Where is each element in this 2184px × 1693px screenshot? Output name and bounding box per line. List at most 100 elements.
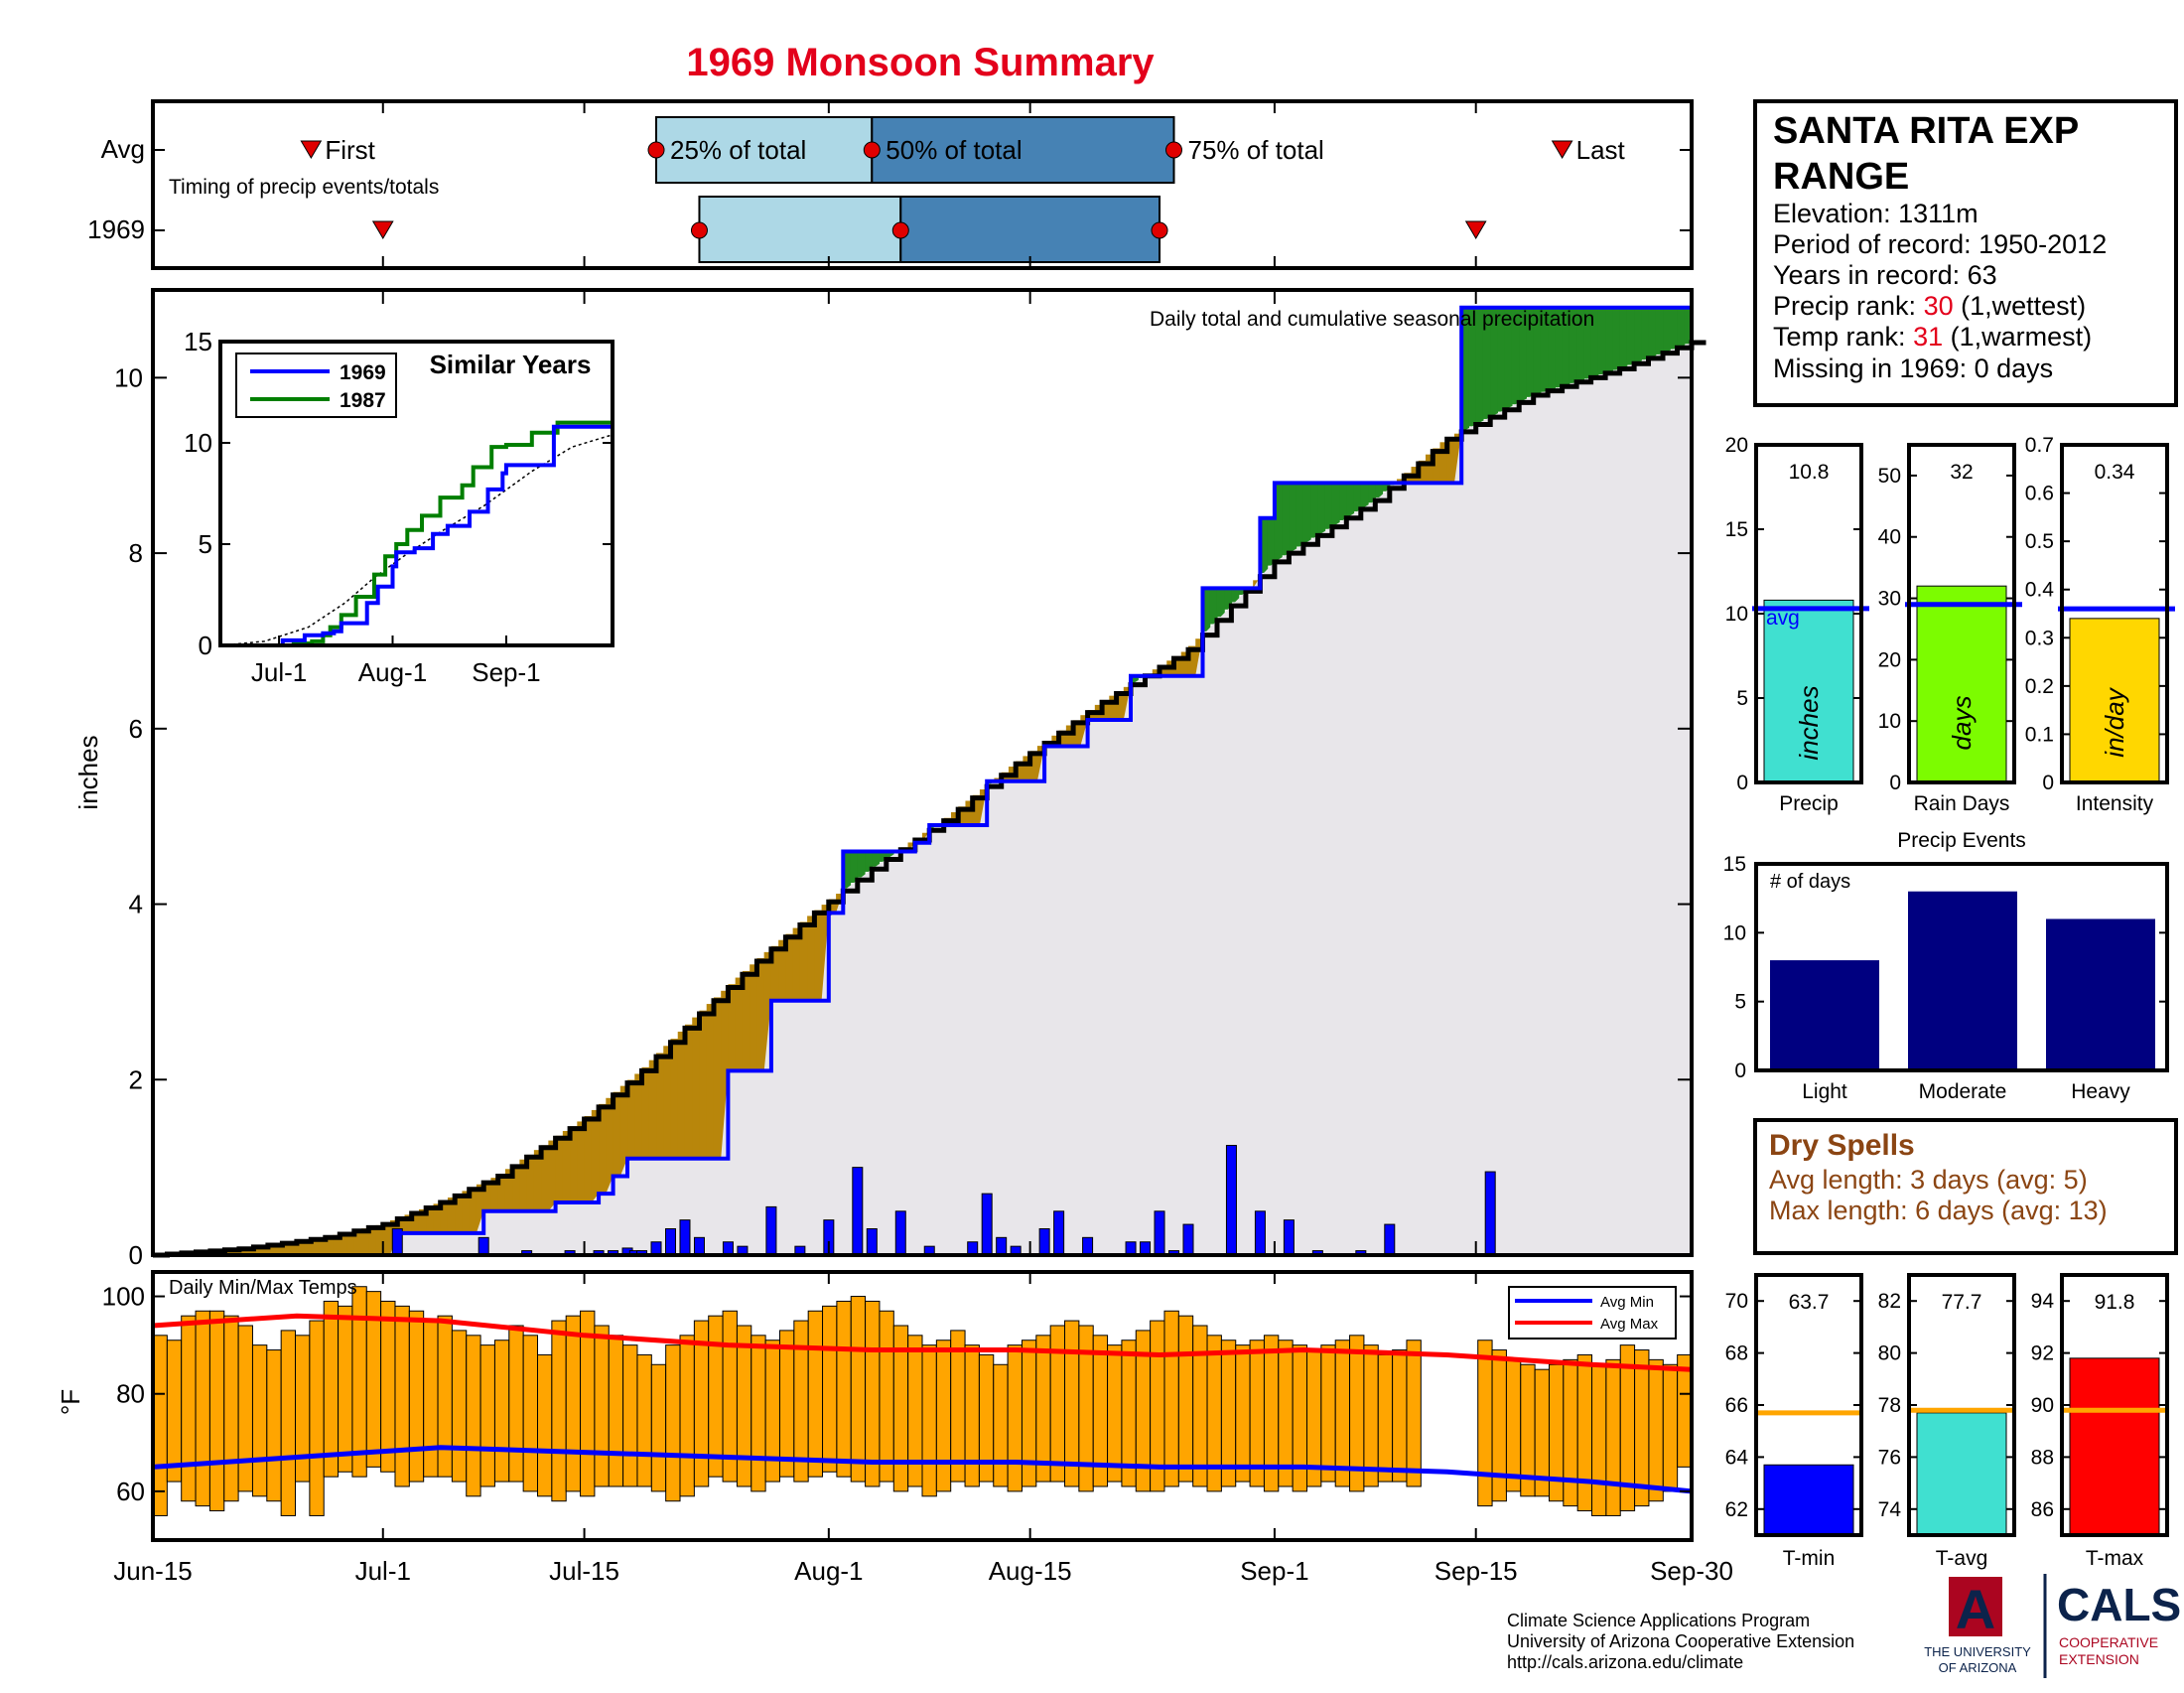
precip-rank-label: Precip rank: xyxy=(1773,291,1924,321)
cumulative-above-average-area xyxy=(1641,308,1649,360)
timing-label-first: First xyxy=(325,135,375,165)
timing-avg-q75-marker xyxy=(1166,142,1182,158)
inset-ytick-label: 15 xyxy=(184,327,212,356)
daily-temp-range-bar xyxy=(1108,1345,1122,1481)
daily-temp-range-bar xyxy=(1164,1311,1178,1486)
timing-avg-first-marker xyxy=(301,141,321,158)
season-ytick-label: 50 xyxy=(1878,465,1901,488)
station-name-line2: RANGE xyxy=(1773,156,1909,198)
timing-row-label-1969: 1969 xyxy=(87,214,145,244)
daily-temp-range-bar xyxy=(965,1345,979,1486)
daily-temp-range-bar xyxy=(823,1306,837,1472)
temp-summary-ytick-label: 64 xyxy=(1725,1446,1749,1469)
cals-logo-text: CALS xyxy=(2057,1579,2181,1630)
season-value-label-2: 0.34 xyxy=(2095,461,2135,484)
events-bar-light xyxy=(1770,960,1879,1070)
temp-summary-ytick-label: 88 xyxy=(2031,1446,2054,1469)
cumulative-below-average-area xyxy=(649,1060,657,1159)
cumulative-ytick-label: 6 xyxy=(129,714,143,744)
daily-precip-bar xyxy=(1284,1220,1294,1255)
ua-logo-text2: OF ARIZONA xyxy=(1939,1660,2017,1675)
cumulative-above-average-area xyxy=(1317,483,1325,533)
season-value-label-0: 10.8 xyxy=(1789,461,1830,484)
daily-temp-range-bar xyxy=(751,1336,765,1491)
footer-line1: Climate Science Applications Program xyxy=(1507,1611,1810,1630)
daily-temp-range-bar xyxy=(709,1316,723,1477)
daily-temp-range-bar xyxy=(1506,1359,1520,1491)
events-ytick-label: 5 xyxy=(1734,991,1746,1014)
daily-temp-range-bar xyxy=(480,1345,494,1486)
station-precip-rank: Precip rank: 30 (1,wettest) xyxy=(1773,291,2086,321)
daily-precip-bar xyxy=(853,1168,863,1255)
footer: Climate Science Applications Program Uni… xyxy=(1507,1574,2181,1678)
station-info-box: SANTA RITA EXP RANGE Elevation: 1311m Pe… xyxy=(1755,101,2176,405)
inset-ytick-label: 5 xyxy=(199,529,212,559)
events-ytick-label: 15 xyxy=(1723,853,1746,876)
temp-summary-bar-2 xyxy=(2070,1358,2159,1535)
cumulative-above-average-area xyxy=(872,852,880,867)
daily-temp-range-bar xyxy=(595,1326,609,1486)
ua-logo: A THE UNIVERSITY OF ARIZONA xyxy=(1924,1577,2031,1675)
station-name-line1: SANTA RITA EXP xyxy=(1773,110,2079,152)
cumulative-above-average-area xyxy=(1627,308,1635,365)
daily-temp-range-bar xyxy=(310,1321,324,1515)
cumulative-above-average-area xyxy=(1289,483,1297,550)
daily-temp-range-bar xyxy=(637,1354,651,1486)
cumulative-above-average-area xyxy=(1303,483,1311,542)
timing-1969-first-marker xyxy=(373,221,393,238)
events-ylabel: # of days xyxy=(1770,871,1850,893)
temp-summary-ytick-label: 94 xyxy=(2031,1290,2055,1313)
daily-temp-range-bar xyxy=(651,1364,665,1491)
daily-temp-range-bar xyxy=(1378,1354,1392,1481)
cumulative-above-average-area xyxy=(1325,483,1333,528)
daily-precip-bar xyxy=(867,1228,877,1255)
inset-legend-label-1987: 1987 xyxy=(340,389,386,412)
precip-rank-note: (1,wettest) xyxy=(1954,291,2087,321)
daily-temp-range-bar xyxy=(209,1311,223,1510)
daily-temp-range-bar xyxy=(509,1326,523,1481)
daily-temp-range-bar xyxy=(438,1316,452,1477)
timing-label-q75: 75% of total xyxy=(1188,135,1324,165)
daily-precip-bar xyxy=(982,1194,992,1255)
daily-temp-range-bar xyxy=(395,1306,409,1486)
station-temp-rank: Temp rank: 31 (1,warmest) xyxy=(1773,322,2092,352)
timing-1969-last-marker xyxy=(1466,221,1486,238)
daily-precip-bar xyxy=(1155,1211,1164,1255)
inset-title: Similar Years xyxy=(430,350,592,379)
cumulative-ytick-label: 2 xyxy=(129,1064,143,1094)
cumulative-above-average-area xyxy=(1332,483,1340,524)
daily-temp-range-bar xyxy=(1649,1359,1663,1500)
events-ytick-label: 0 xyxy=(1734,1059,1746,1082)
temp-summary-value-0: 63.7 xyxy=(1789,1291,1830,1314)
season-category-label-1: Rain Days xyxy=(1914,792,2010,815)
temp-summary-ytick-label: 70 xyxy=(1725,1290,1748,1313)
events-category-label: Moderate xyxy=(1919,1080,2007,1103)
timing-1969-q75-marker xyxy=(1152,222,1167,238)
daily-temp-range-bar xyxy=(609,1336,622,1486)
cumulative-below-average-area xyxy=(736,978,744,1071)
cumulative-above-average-area xyxy=(1268,518,1276,566)
footer-line3: http://cals.arizona.edu/climate xyxy=(1507,1652,1743,1672)
daily-temp-range-bar xyxy=(409,1311,423,1481)
season-ytick-label: 0 xyxy=(2042,772,2054,794)
daily-precip-bar xyxy=(1226,1146,1236,1255)
season-ytick-label: 0.1 xyxy=(2025,723,2054,746)
daily-temp-range-bar xyxy=(324,1301,338,1477)
daily-temp-range-bar xyxy=(452,1331,466,1481)
season-ytick-label: 10 xyxy=(1725,603,1748,626)
temp-summary-label-1: T-avg xyxy=(1936,1547,1988,1570)
season-ytick-label: 0.2 xyxy=(2025,675,2054,698)
daily-temp-range-bar xyxy=(182,1316,196,1501)
daily-temp-range-bar xyxy=(196,1311,209,1505)
daily-temp-range-bar xyxy=(880,1311,893,1481)
station-missing: Missing in 1969: 0 days xyxy=(1773,353,2053,383)
season-ytick-label: 0.5 xyxy=(2025,530,2054,553)
daily-precip-bar xyxy=(766,1206,776,1255)
cals-logo-sub2: EXTENSION xyxy=(2059,1651,2139,1667)
daily-temp-range-bar xyxy=(623,1345,637,1486)
events-bar-moderate xyxy=(1908,892,2017,1070)
daily-temp-range-bar xyxy=(737,1326,751,1486)
cumulative-below-average-area xyxy=(678,1032,686,1159)
season-ytick-label: 0 xyxy=(1736,772,1748,794)
